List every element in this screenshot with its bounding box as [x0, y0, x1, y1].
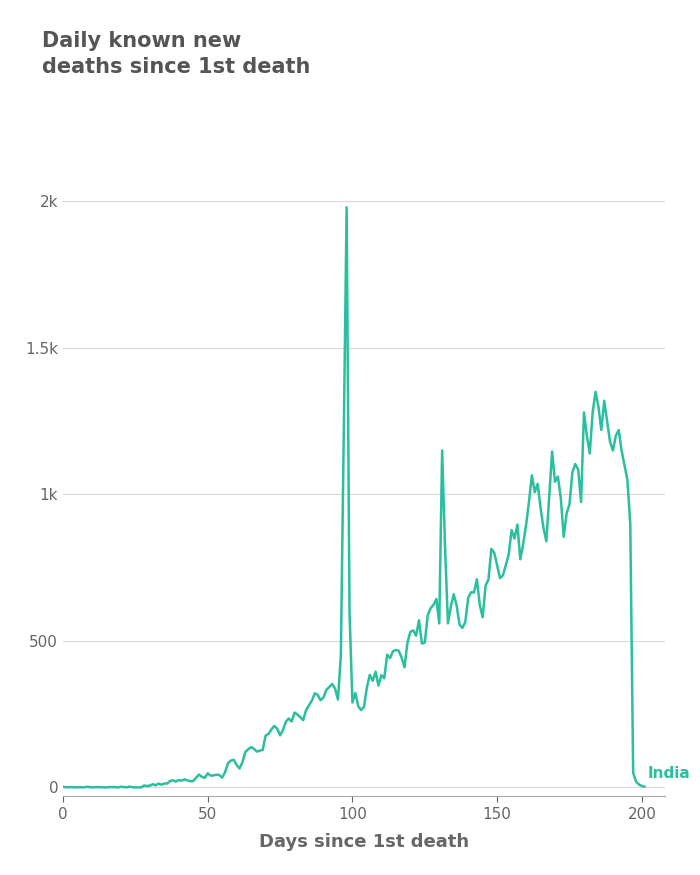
- Text: deaths since 1st death: deaths since 1st death: [42, 57, 310, 77]
- Text: India: India: [648, 766, 690, 780]
- Text: Daily known new: Daily known new: [42, 31, 241, 51]
- X-axis label: Days since 1st death: Days since 1st death: [259, 833, 469, 850]
